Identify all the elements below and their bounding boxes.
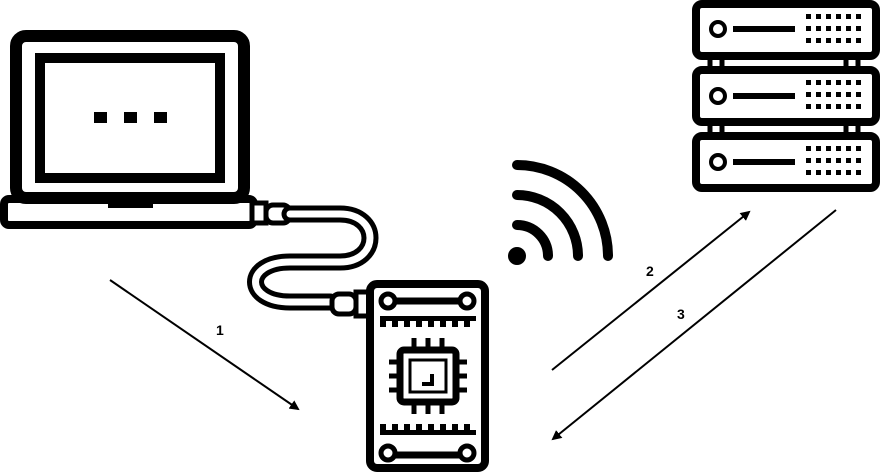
step-label-3: 3 xyxy=(677,306,685,322)
ellipsis-icon xyxy=(94,112,167,123)
step-label-2: 2 xyxy=(646,263,654,279)
arrow-step-2 xyxy=(551,210,751,371)
wifi-signal-icon xyxy=(508,160,613,265)
server-rack-icon xyxy=(692,0,880,192)
laptop-icon xyxy=(0,30,293,229)
step-label-1: 1 xyxy=(216,322,224,338)
arrow-step-3 xyxy=(551,209,837,441)
microcontroller-board-icon xyxy=(329,280,489,472)
arrow-step-1 xyxy=(109,279,300,411)
